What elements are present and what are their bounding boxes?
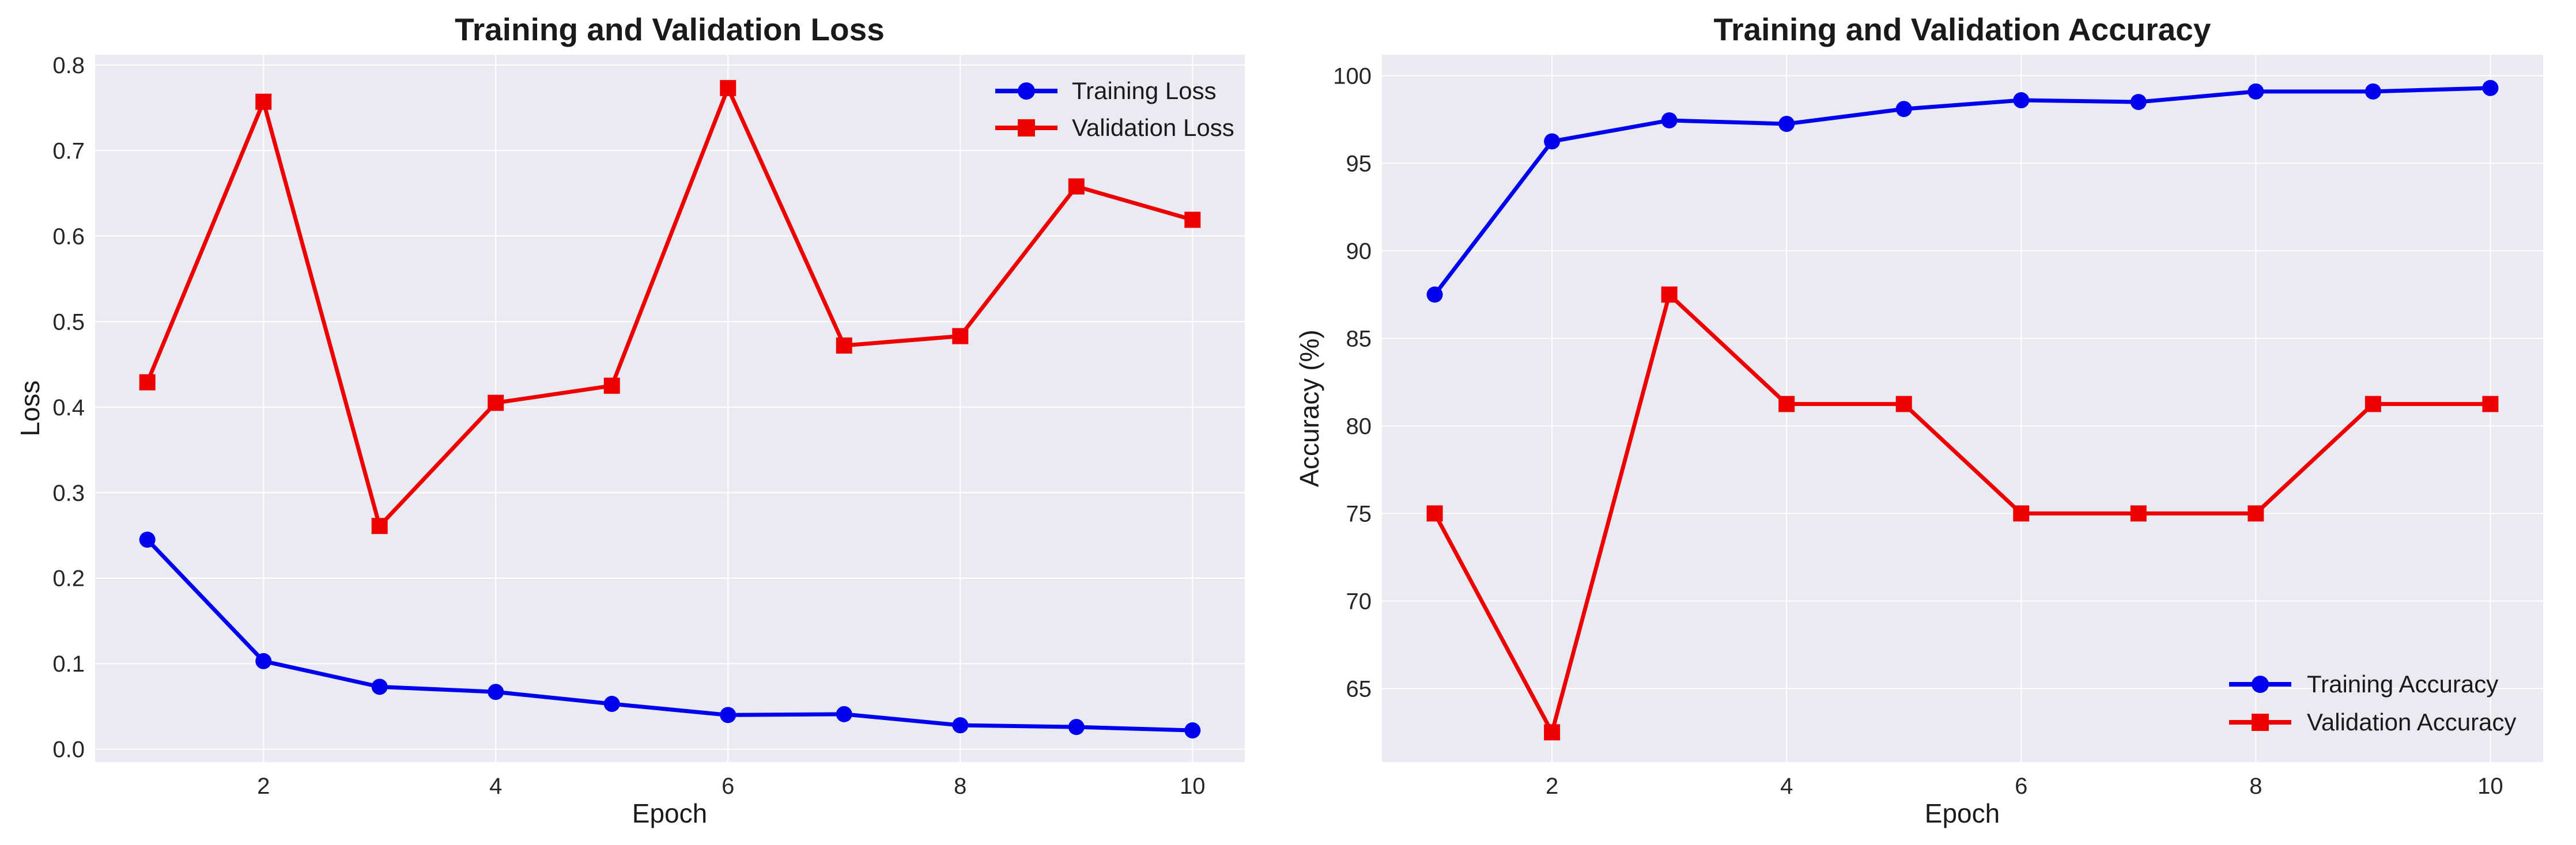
loss-plot-area	[95, 55, 1245, 762]
training-loss-point	[603, 696, 620, 713]
loss-chart: 0.0 0.1 0.2 0.3 0.4 0.5 0.6 0.7 0.8 2 4 6 8 10 Train…	[15, 12, 1245, 828]
training-accuracy-point	[2482, 79, 2499, 96]
legend-circle-marker	[1018, 82, 1035, 100]
training-loss-point	[720, 707, 736, 723]
training-accuracy-point	[1778, 116, 1795, 132]
validation-accuracy-point	[1661, 286, 1678, 303]
training-loss-point	[836, 706, 852, 722]
legend-item-training-accuracy: Training Accuracy	[2229, 670, 2498, 698]
accuracy-x-tick-label: 4	[1780, 774, 1793, 799]
accuracy-y-tick-label: 100	[1333, 63, 1372, 89]
legend-label: Validation Loss	[1072, 114, 1234, 141]
legend-label: Validation Accuracy	[2307, 708, 2516, 736]
validation-loss-point	[371, 518, 388, 535]
accuracy-x-tick-label: 6	[2015, 774, 2027, 799]
validation-accuracy-point	[2482, 396, 2499, 412]
accuracy-y-tick-label: 95	[1346, 151, 1372, 176]
loss-x-tick-label: 6	[722, 774, 734, 799]
accuracy-x-tick-label: 8	[2249, 774, 2262, 799]
validation-loss-point	[952, 328, 969, 344]
loss-x-tick-label: 8	[954, 774, 966, 799]
training-loss-point	[139, 531, 156, 548]
loss-x-axis-label: Epoch	[632, 798, 707, 828]
accuracy-legend: Training Accuracy Validation Accuracy	[2229, 670, 2516, 736]
validation-loss-point	[836, 337, 852, 354]
validation-loss-point	[139, 374, 156, 391]
legend-item-validation-accuracy: Validation Accuracy	[2229, 708, 2516, 736]
loss-y-tick-label: 0.6	[52, 224, 85, 249]
accuracy-chart: 65 70 75 80 85 90 95 100 2 4 6 8 10 Training and Va…	[1294, 12, 2543, 828]
accuracy-x-axis-label: Epoch	[1925, 798, 2000, 828]
training-accuracy-point	[1544, 133, 1561, 150]
training-loss-point	[371, 679, 388, 695]
training-accuracy-point	[2365, 83, 2381, 100]
training-accuracy-point	[1895, 101, 1912, 118]
training-accuracy-line	[1433, 86, 2491, 296]
training-accuracy-point	[2248, 83, 2264, 100]
loss-x-tick-label: 2	[257, 774, 270, 799]
training-loss-point	[952, 717, 969, 734]
validation-loss-point	[255, 93, 272, 110]
validation-accuracy-line	[1433, 292, 2491, 734]
training-loss-point	[255, 653, 272, 669]
legend-label: Training Accuracy	[2307, 670, 2498, 698]
loss-x-tick-label: 10	[1180, 774, 1206, 799]
training-loss-line	[146, 538, 1193, 733]
validation-loss-point	[603, 377, 620, 394]
accuracy-y-tick-label: 80	[1346, 414, 1372, 439]
legend-circle-marker	[2252, 676, 2269, 693]
training-accuracy-point	[2013, 92, 2030, 109]
loss-y-tick-label: 0.7	[52, 138, 85, 164]
validation-loss-point	[720, 79, 736, 96]
validation-loss-point	[1184, 211, 1201, 228]
accuracy-y-tick-label: 90	[1346, 238, 1372, 264]
training-loss-point	[1184, 722, 1201, 739]
loss-chart-title: Training and Validation Loss	[455, 12, 885, 47]
loss-y-tick-label: 0.0	[52, 737, 85, 763]
training-accuracy-point	[1661, 112, 1678, 128]
accuracy-y-axis-label: Accuracy (%)	[1294, 329, 1324, 487]
accuracy-chart-title: Training and Validation Accuracy	[1714, 12, 2211, 47]
legend-label: Training Loss	[1072, 77, 1217, 104]
training-accuracy-point	[1426, 286, 1443, 303]
loss-y-tick-label: 0.2	[52, 566, 85, 592]
accuracy-x-tick-label: 2	[1546, 774, 1558, 799]
validation-loss-point	[1068, 178, 1085, 195]
loss-x-tick-label: 4	[489, 774, 502, 799]
accuracy-y-tick-label: 75	[1346, 501, 1372, 526]
validation-accuracy-point	[1778, 396, 1795, 412]
validation-accuracy-point	[1544, 724, 1561, 741]
validation-accuracy-point	[1426, 505, 1443, 522]
loss-y-tick-label: 0.5	[52, 309, 85, 335]
validation-loss-line	[145, 86, 1193, 528]
validation-loss-point	[488, 395, 504, 411]
legend-square-marker	[2252, 714, 2269, 731]
loss-y-axis-label: Loss	[15, 380, 45, 436]
legend-square-marker	[1018, 119, 1035, 137]
training-loss-point	[1068, 719, 1085, 736]
loss-y-tick-label: 0.8	[52, 53, 85, 78]
accuracy-y-tick-label: 85	[1346, 326, 1372, 351]
loss-y-tick-label: 0.4	[52, 395, 85, 420]
accuracy-x-tick-label: 10	[2477, 774, 2503, 799]
validation-accuracy-point	[2365, 396, 2381, 412]
accuracy-y-tick-label: 65	[1346, 676, 1372, 702]
loss-y-tick-label: 0.1	[52, 651, 85, 677]
accuracy-y-tick-label: 70	[1346, 589, 1372, 614]
validation-accuracy-point	[2130, 505, 2147, 522]
validation-accuracy-point	[1895, 396, 1912, 412]
legend-item-training-loss: Training Loss	[995, 77, 1217, 104]
loss-legend: Training Loss Validation Loss	[995, 77, 1234, 141]
validation-accuracy-point	[2013, 505, 2030, 522]
validation-accuracy-point	[2248, 505, 2264, 522]
loss-y-tick-label: 0.3	[52, 480, 85, 506]
legend-item-validation-loss: Validation Loss	[995, 114, 1234, 141]
training-loss-point	[488, 684, 504, 700]
training-accuracy-point	[2130, 94, 2147, 111]
